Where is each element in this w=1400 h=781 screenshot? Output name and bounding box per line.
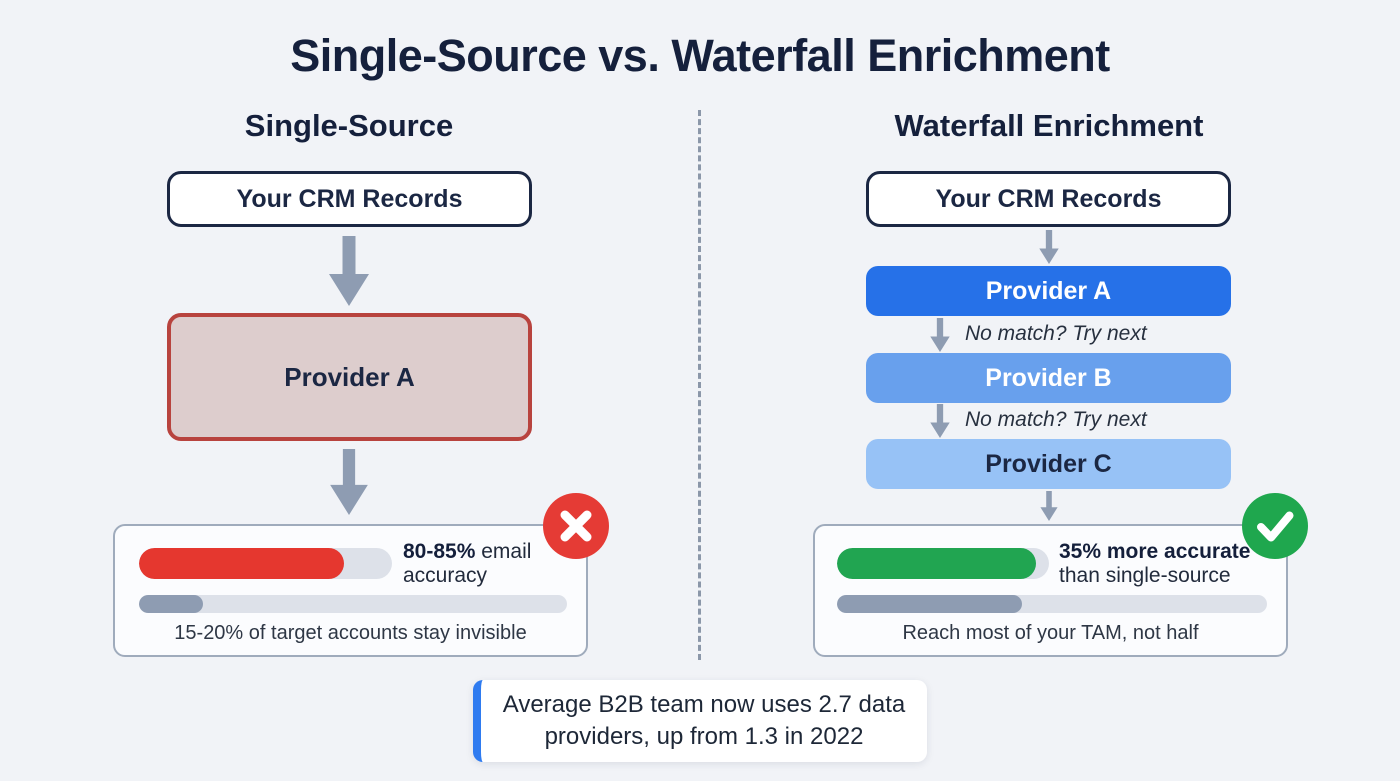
- down-arrow-icon: [1040, 491, 1058, 521]
- waterfall-provider-b: Provider B: [866, 353, 1231, 403]
- column-divider: [698, 110, 701, 660]
- coverage-bar-fill: [139, 595, 204, 613]
- cross-badge-icon: [543, 493, 609, 559]
- single-source-provider-box: Provider A: [167, 313, 532, 441]
- single-source-crm-box: Your CRM Records: [167, 171, 532, 227]
- page-title: Single-Source vs. Waterfall Enrichment: [290, 30, 1110, 81]
- down-arrow-icon: [1039, 230, 1059, 264]
- check-badge-icon: [1242, 493, 1308, 559]
- accuracy-bar: [837, 548, 1049, 579]
- reach-bar: [837, 595, 1267, 613]
- footnote-line-2: providers, up from 1.3 in 2022: [544, 723, 864, 750]
- accuracy-value: 80-85%: [403, 540, 476, 563]
- accuracy-value: 35% more accurate: [1059, 540, 1251, 563]
- down-arrow-icon: [330, 449, 368, 515]
- waterfall-provider-c: Provider C: [866, 439, 1231, 489]
- accuracy-label: than single-source: [1059, 563, 1231, 587]
- fallback-note-2: No match? Try next: [965, 408, 1147, 431]
- waterfall-provider-a: Provider A: [866, 266, 1231, 316]
- accuracy-stat: 35% more accurate than single-source: [1059, 540, 1274, 587]
- single-source-heading: Single-Source: [244, 108, 454, 143]
- down-arrow-icon: [930, 318, 950, 352]
- footnote-line-1: Average B2B team now uses 2.7 data: [502, 690, 906, 718]
- accuracy-bar-fill: [837, 548, 1037, 579]
- waterfall-crm-box: Your CRM Records: [866, 171, 1231, 227]
- waterfall-heading: Waterfall Enrichment: [894, 108, 1204, 143]
- single-source-results-card: 80-85% email accuracy 15-20% of target a…: [113, 524, 588, 657]
- waterfall-results-card: 35% more accurate than single-source Reac…: [813, 524, 1288, 657]
- email-accuracy-bar-fill: [139, 548, 344, 579]
- email-accuracy-bar: [139, 548, 392, 579]
- waterfall-caption: Reach most of your TAM, not half: [902, 622, 1199, 644]
- down-arrow-icon: [930, 404, 950, 438]
- fallback-note-1: No match? Try next: [965, 322, 1147, 345]
- coverage-bar: [139, 595, 567, 613]
- footnote-callout: Average B2B team now uses 2.7 data provi…: [473, 680, 927, 762]
- email-accuracy-stat: 80-85% email accuracy: [403, 540, 558, 587]
- single-source-caption: 15-20% of target accounts stay invisible: [174, 622, 527, 644]
- accuracy-label: email accuracy: [403, 540, 532, 587]
- reach-bar-fill: [837, 595, 1022, 613]
- down-arrow-icon: [329, 236, 369, 306]
